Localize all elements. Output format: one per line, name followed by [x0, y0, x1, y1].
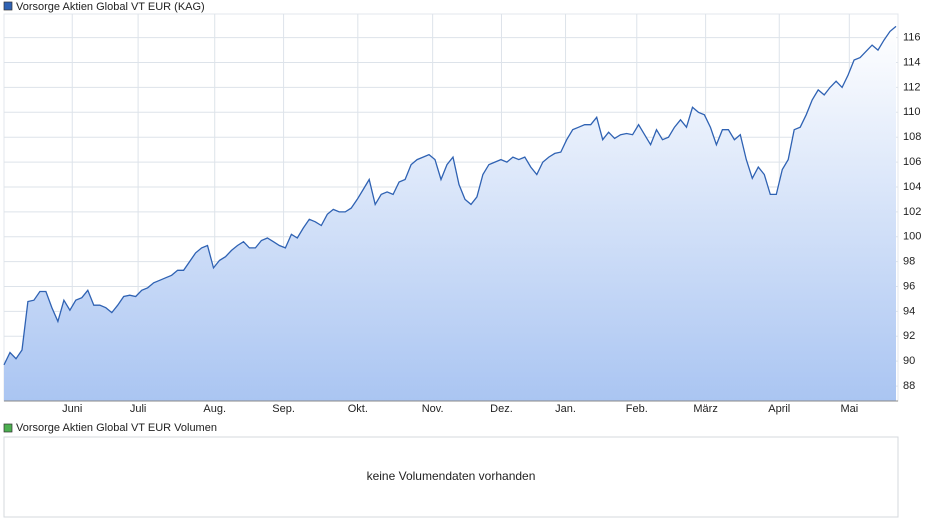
y-tick-label: 114 — [903, 56, 921, 68]
y-tick-label: 98 — [903, 256, 915, 268]
y-tick-label: 92 — [903, 330, 915, 342]
y-tick-label: 106 — [903, 156, 921, 168]
x-tick-label: Mai — [840, 403, 858, 415]
x-tick-label: März — [693, 403, 717, 415]
x-tick-label: Nov. — [422, 403, 444, 415]
y-tick-label: 96 — [903, 280, 915, 292]
y-tick-label: 88 — [903, 380, 915, 392]
y-tick-label: 100 — [903, 231, 921, 243]
y-tick-label: 110 — [903, 106, 921, 118]
line — [3, 25, 897, 366]
x-tick-label: Feb. — [626, 403, 648, 415]
y-tick-label: 108 — [903, 131, 921, 143]
x-tick-label: Juli — [130, 403, 147, 415]
y-tick-label: 112 — [903, 81, 921, 93]
legend-label: Vorsorge Aktien Global VT EUR (KAG) — [16, 1, 205, 13]
legend-swatch — [3, 423, 13, 433]
volume-panel — [3, 436, 899, 518]
x-tick-label: Juni — [62, 403, 82, 415]
y-tick-label: 94 — [903, 305, 915, 317]
area — [4, 26, 896, 402]
y-tick-label: 104 — [903, 181, 921, 193]
y-tick-label: 116 — [903, 32, 921, 44]
x-tick-label: Okt. — [348, 403, 368, 415]
y-tick-label: 102 — [903, 206, 921, 218]
legend-label: Vorsorge Aktien Global VT EUR Volumen — [16, 422, 217, 434]
legend-swatch — [3, 1, 13, 11]
x-tick-label: Dez. — [490, 403, 513, 415]
x-tick-label: Jan. — [555, 403, 576, 415]
y-tick-label: 90 — [903, 355, 915, 367]
x-tick-label: Aug. — [203, 403, 226, 415]
x-tick-label: Sep. — [272, 403, 295, 415]
x-tick-label: April — [768, 403, 790, 415]
empty-message: keine Volumendaten vorhanden — [367, 469, 536, 483]
